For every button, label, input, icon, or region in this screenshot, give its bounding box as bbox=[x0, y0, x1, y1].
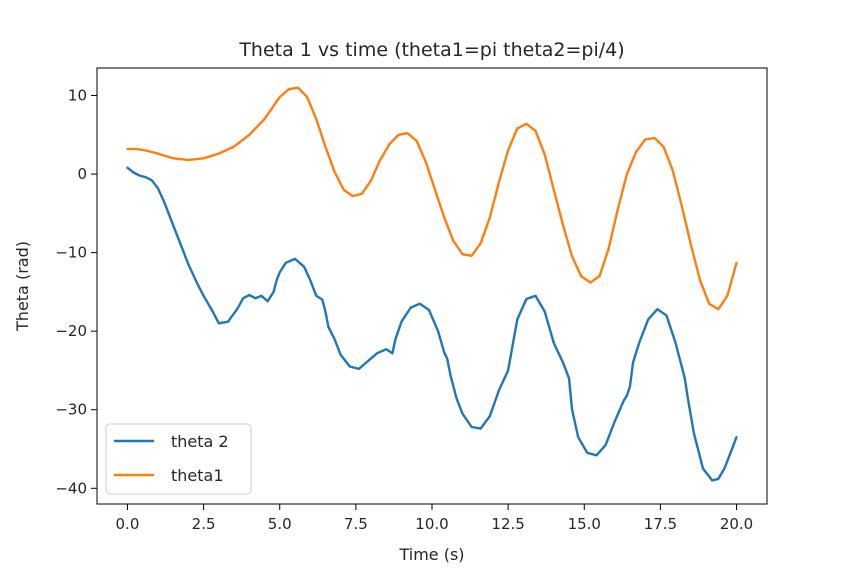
chart-title: Theta 1 vs time (theta1=pi theta2=pi/4) bbox=[238, 39, 624, 61]
y-tick-label: −40 bbox=[55, 479, 87, 497]
x-axis-label: Time (s) bbox=[398, 545, 464, 564]
x-tick-label: 15.0 bbox=[568, 515, 601, 533]
legend: theta 2 theta1 bbox=[105, 423, 252, 495]
y-tick-label: 0 bbox=[77, 165, 87, 183]
series-line-theta1 bbox=[126, 86, 738, 311]
legend-label-theta1: theta1 bbox=[171, 466, 224, 485]
series-layer bbox=[126, 86, 738, 482]
y-tick-label: −30 bbox=[55, 401, 87, 419]
x-tick-label: 17.5 bbox=[644, 515, 677, 533]
x-tick-label: 12.5 bbox=[491, 515, 524, 533]
y-axis-label: Theta (rad) bbox=[13, 241, 32, 332]
series-line-theta-2 bbox=[126, 166, 738, 482]
x-tick-label: 2.5 bbox=[192, 515, 216, 533]
legend-label-theta-2: theta 2 bbox=[171, 432, 229, 451]
y-tick-label: −20 bbox=[55, 322, 87, 340]
y-tick-label: 10 bbox=[68, 86, 87, 104]
y-axis-ticks: 10 0 −10 −20 −30 −40 bbox=[55, 86, 97, 497]
x-axis-ticks: 0.0 2.5 5.0 7.5 10.0 12.5 15.0 17.5 20.0 bbox=[116, 504, 753, 533]
x-tick-label: 10.0 bbox=[415, 515, 448, 533]
x-tick-label: 0.0 bbox=[116, 515, 140, 533]
x-tick-label: 7.5 bbox=[344, 515, 368, 533]
x-tick-label: 20.0 bbox=[720, 515, 753, 533]
y-tick-label: −10 bbox=[55, 244, 87, 262]
x-tick-label: 5.0 bbox=[268, 515, 292, 533]
